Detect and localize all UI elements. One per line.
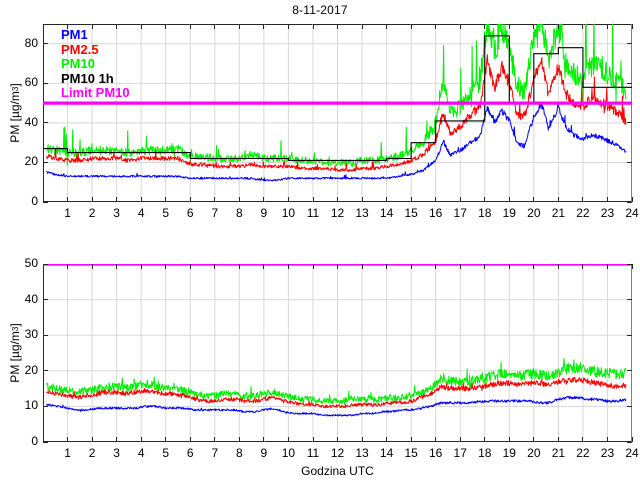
top-y-tick: 40 bbox=[24, 114, 38, 129]
legend: PM1 PM2.5 PM10 PM10 1h Limit PM10 bbox=[61, 27, 130, 101]
top-x-tick: 16 bbox=[428, 206, 443, 220]
legend-item-limit: Limit PM10 bbox=[61, 85, 130, 101]
top-x-tick: 24 bbox=[625, 206, 639, 220]
top-chart-panel: PM [µg/m 3] PM1 PM2.5 PM10 PM10 1h Limit … bbox=[8, 24, 639, 220]
bottom-chart-panel: PM [µg/m 3] 0 10 20 30 40 50 1 2 3 4 5 6 7 8 9 10 11 12 13… bbox=[0, 240, 640, 480]
top-x-tick: 17 bbox=[453, 206, 467, 220]
bottom-x-tick: 7 bbox=[211, 446, 219, 460]
bottom-x-tick: 4 bbox=[137, 446, 145, 460]
legend-item-pm1: PM1 bbox=[61, 27, 88, 42]
bottom-x-tick: 6 bbox=[186, 446, 194, 460]
top-x-tick: 1 bbox=[64, 206, 71, 220]
bottom-y-tick: 30 bbox=[24, 327, 38, 342]
top-x-tick: 11 bbox=[306, 206, 320, 220]
bottom-y-tick: 40 bbox=[24, 291, 38, 306]
bottom-x-tick: 14 bbox=[379, 446, 394, 460]
top-x-tick: 8 bbox=[235, 206, 243, 220]
top-x-tick: 3 bbox=[113, 206, 120, 220]
legend-item-pm10-1h: PM10 1h bbox=[61, 70, 114, 86]
bottom-y-tick: 10 bbox=[24, 398, 38, 413]
top-x-tick: 15 bbox=[404, 206, 418, 220]
top-x-tick: 7 bbox=[211, 206, 219, 220]
top-y-tick: 80 bbox=[24, 35, 38, 50]
top-y-tick: 60 bbox=[24, 75, 38, 90]
bottom-plot-canvas bbox=[43, 264, 632, 442]
top-y-tick: 0 bbox=[31, 194, 38, 208]
bottom-y-tick: 0 bbox=[31, 434, 38, 448]
top-x-tick: 21 bbox=[551, 206, 566, 220]
bottom-x-tick: 22 bbox=[576, 446, 590, 460]
bottom-x-tick: 1 bbox=[64, 446, 71, 460]
bottom-x-tick: 17 bbox=[453, 446, 467, 460]
top-x-tick: 2 bbox=[88, 206, 96, 220]
bottom-x-tick: 3 bbox=[113, 446, 120, 460]
top-x-tick: 9 bbox=[260, 206, 268, 220]
top-x-tick: 4 bbox=[137, 206, 145, 220]
bottom-x-tick: 21 bbox=[551, 446, 566, 460]
bottom-x-tick: 19 bbox=[502, 446, 516, 460]
top-x-tick: 10 bbox=[281, 206, 296, 220]
bottom-x-tick: 20 bbox=[527, 446, 541, 460]
page-title: 8-11-2017 bbox=[292, 3, 348, 17]
top-x-tick: 6 bbox=[186, 206, 194, 220]
legend-item-pm10: PM10 bbox=[61, 56, 95, 72]
bottom-x-tick: 24 bbox=[625, 446, 639, 460]
top-x-tick: 23 bbox=[600, 206, 615, 220]
top-x-tick: 12 bbox=[330, 206, 345, 220]
bottom-x-tick: 15 bbox=[404, 446, 418, 460]
bottom-x-tick: 2 bbox=[88, 446, 96, 460]
bottom-x-tick: 12 bbox=[330, 446, 345, 460]
legend-item-pm25: PM2.5 bbox=[61, 41, 99, 57]
bottom-y-tick: 50 bbox=[24, 256, 38, 270]
top-x-tick: 20 bbox=[527, 206, 541, 220]
top-x-tick: 22 bbox=[576, 206, 590, 220]
bottom-x-axis-label: Godzina UTC bbox=[301, 464, 374, 478]
bottom-x-tick: 8 bbox=[235, 446, 243, 460]
top-x-tick: 18 bbox=[478, 206, 492, 220]
top-x-tick: 13 bbox=[355, 206, 369, 220]
bottom-x-tick: 11 bbox=[306, 446, 320, 460]
top-x-tick: 19 bbox=[502, 206, 516, 220]
top-y-tick: 20 bbox=[24, 154, 38, 169]
bottom-y-tick: 20 bbox=[24, 362, 38, 377]
bottom-x-tick: 23 bbox=[600, 446, 615, 460]
bottom-x-tick: 13 bbox=[355, 446, 369, 460]
bottom-x-tick: 16 bbox=[428, 446, 443, 460]
top-x-tick: 14 bbox=[379, 206, 394, 220]
top-x-tick: 5 bbox=[162, 206, 170, 220]
bottom-x-tick: 18 bbox=[478, 446, 492, 460]
bottom-x-tick: 9 bbox=[260, 446, 268, 460]
top-plot-canvas bbox=[43, 24, 632, 202]
bottom-x-tick: 10 bbox=[281, 446, 296, 460]
bottom-x-tick: 5 bbox=[162, 446, 170, 460]
